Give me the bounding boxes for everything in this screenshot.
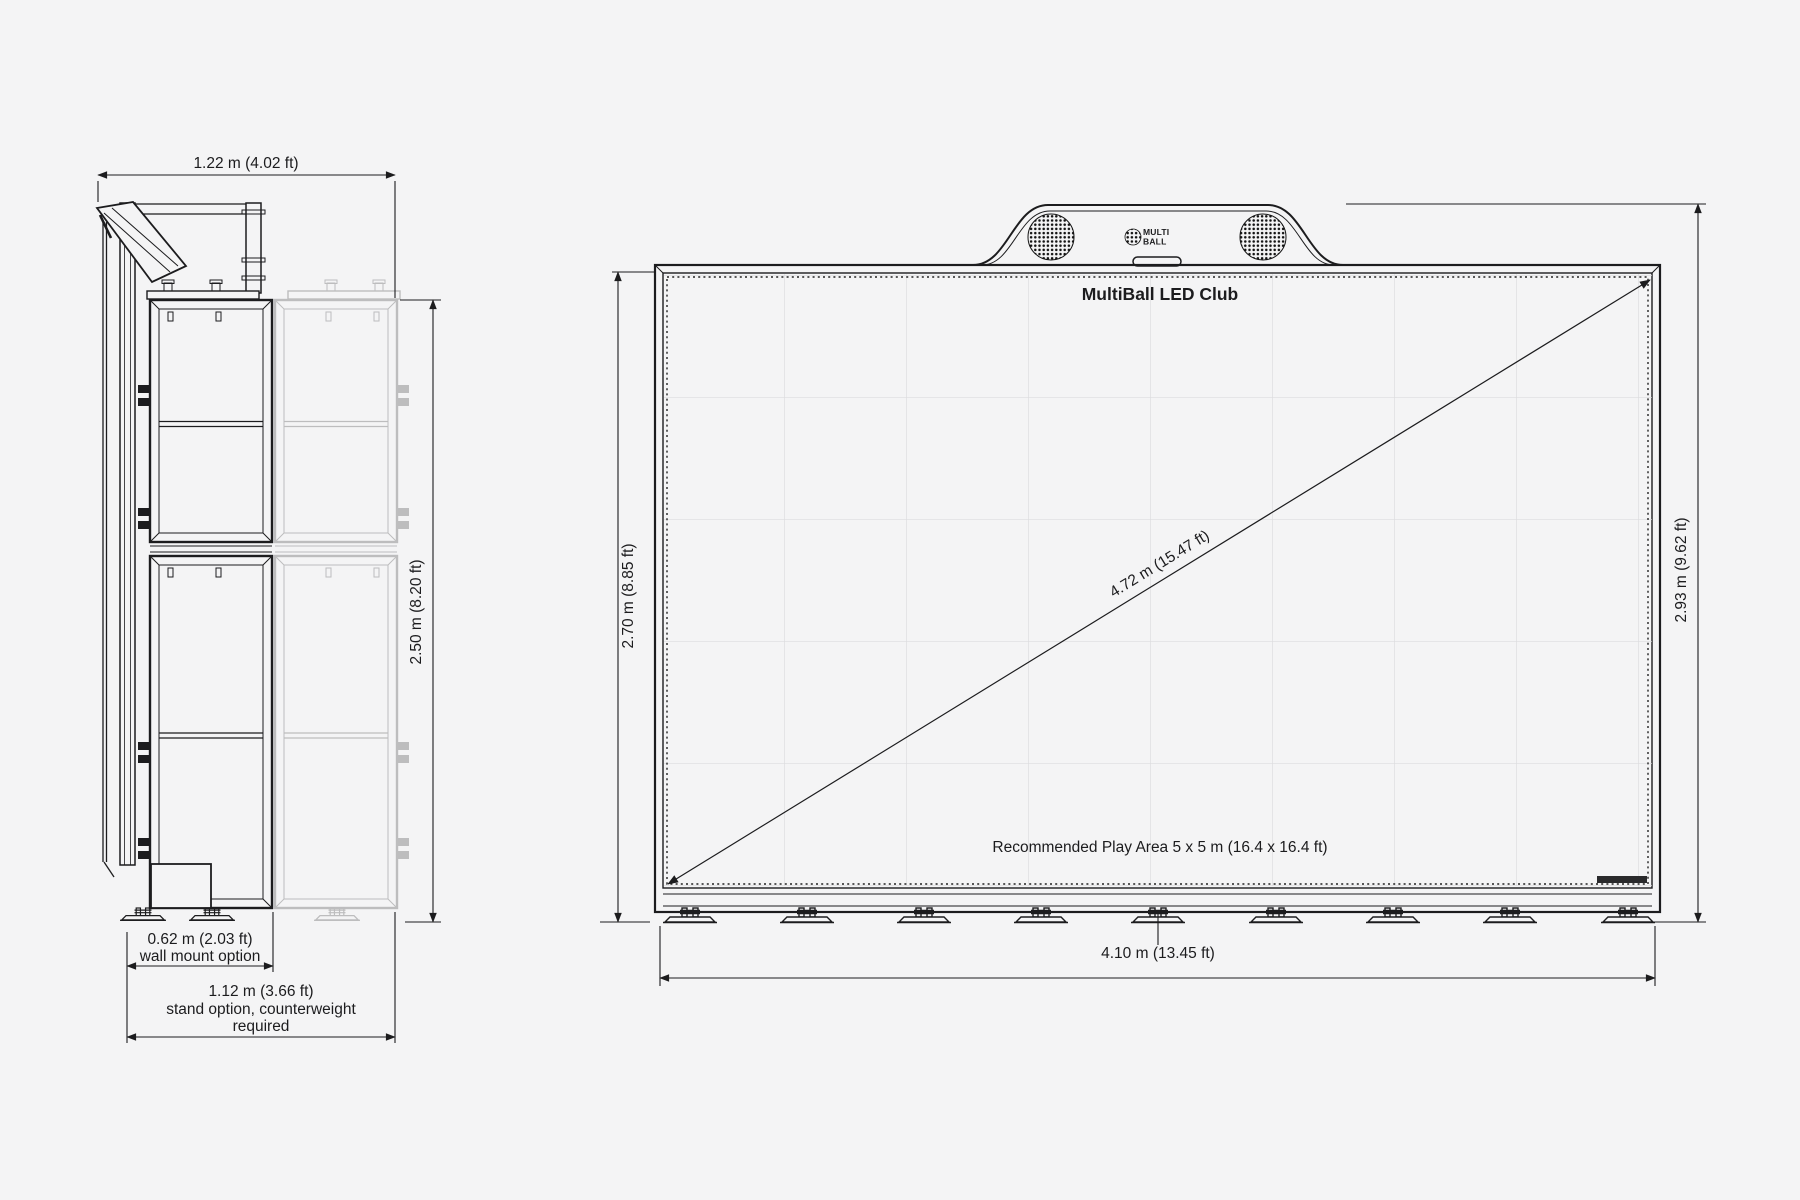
led-screen [664,274,1652,886]
play-area-label: Recommended Play Area 5 x 5 m (16.4 x 16… [992,839,1327,856]
dim-depth-top-label: 1.22 m (4.02 ft) [193,155,298,172]
dim-height-label: 2.50 m (8.20 ft) [408,559,425,664]
serial-label [1597,876,1647,883]
diagonal-dimension [667,279,1651,885]
dim-width-bottom-label: 4.10 m (13.45 ft) [1101,945,1215,962]
dim-screen-height [600,271,654,923]
dim-total-height [1346,203,1706,923]
side-view-head [95,201,188,284]
logo-text-top: MULTI [1143,227,1169,237]
dim-total-height-label: 2.93 m (9.62 ft) [1673,517,1690,622]
front-title: MultiBall LED Club [1082,284,1239,304]
speaker-hood: MULTI BALL [972,204,1344,267]
dim-screen-height-label: 2.70 m (8.85 ft) [620,543,637,648]
dim-stand-label-1: stand option, counterweight [166,1001,356,1018]
speaker-grille-icon [1027,213,1075,261]
dim-height [400,299,441,923]
multiball-logo: MULTI BALL [1124,227,1169,247]
dim-stand-label-2: required [233,1018,290,1035]
side-view-mast [102,202,266,878]
dim-wall-mount [126,912,274,1043]
counterweight-box [150,863,212,909]
dim-stand [126,912,396,1043]
logo-text-bottom: BALL [1143,237,1166,247]
side-view: 1.22 m (4.02 ft) 2.50 m (8.20 ft) 0.62 m… [95,155,441,1043]
dim-depth-top [97,171,396,298]
ball-icon [1124,228,1142,246]
dim-wall-mount-label: wall mount option [139,948,261,965]
speaker-grille-icon [1239,213,1287,261]
dim-wall-mount-value: 0.62 m (2.03 ft) [147,931,252,948]
front-view: MULTI BALL MultiBall LED Club 4.72 m (15… [600,203,1706,986]
dim-width-bottom [659,914,1656,986]
dim-stand-value: 1.12 m (3.66 ft) [208,983,313,1000]
